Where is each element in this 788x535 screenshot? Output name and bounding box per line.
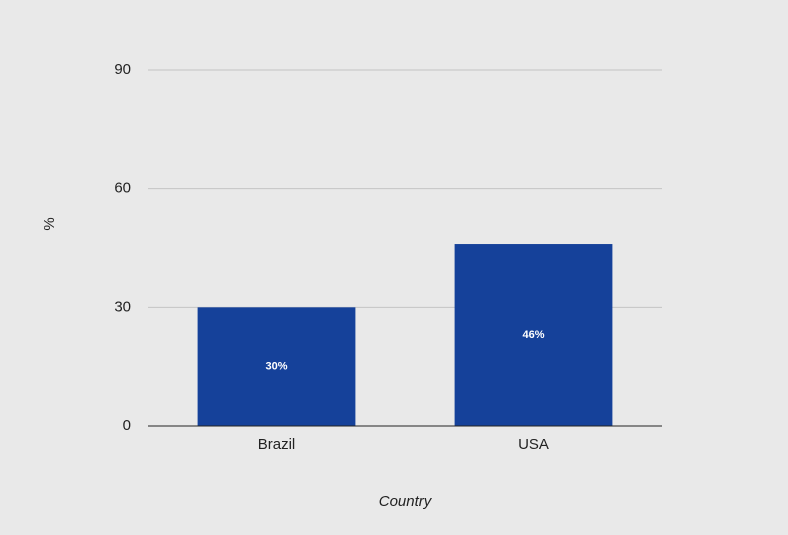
y-tick-label: 90 — [114, 61, 131, 78]
y-tick-label: 30 — [114, 298, 131, 315]
bar — [197, 307, 356, 426]
y-axis-label: % — [41, 217, 58, 230]
value-label: 30% — [265, 361, 287, 373]
y-tick-label: 0 — [123, 417, 131, 434]
bar — [454, 244, 613, 426]
x-axis-label: Country — [379, 493, 433, 510]
value-label: 46% — [522, 329, 544, 341]
y-tick-label: 60 — [114, 180, 131, 197]
x-tick-label: Brazil — [258, 436, 296, 453]
x-tick-label: USA — [518, 436, 549, 453]
